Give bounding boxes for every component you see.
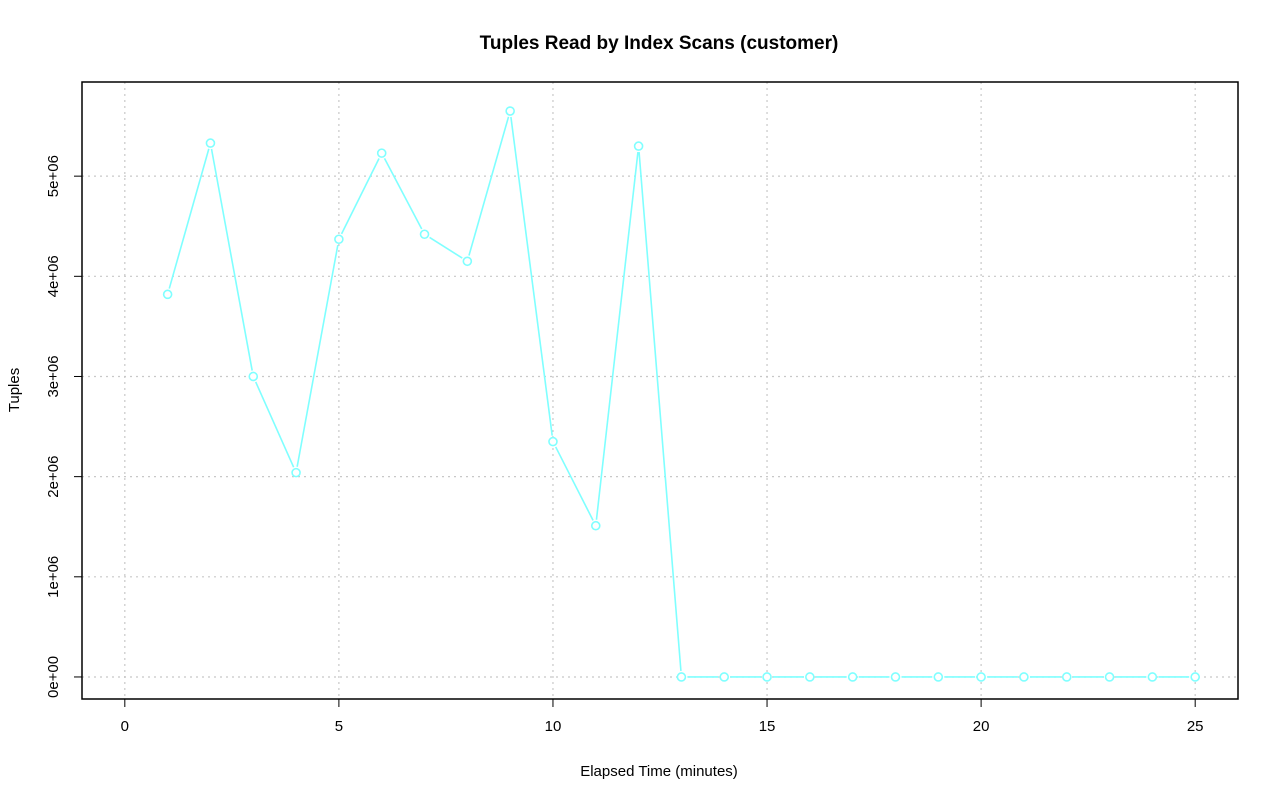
data-point — [676, 672, 687, 682]
series-line-segment — [383, 158, 423, 230]
data-point — [1019, 672, 1029, 682]
data-point — [1147, 672, 1158, 682]
series-line-segment — [340, 158, 380, 235]
data-point — [205, 138, 216, 148]
series-line-segment — [638, 152, 682, 672]
data-point — [162, 289, 173, 300]
y-axis: 0e+00 1e+06 2e+06 3e+06 4e+06 5e+06 — [45, 155, 83, 698]
data-point — [248, 371, 259, 382]
x-tick-label: 10 — [545, 718, 562, 735]
data-point — [505, 106, 515, 116]
y-tick-label: 0e+00 — [45, 656, 62, 698]
x-axis: 0 5 10 15 20 25 — [121, 698, 1204, 735]
data-point — [1061, 672, 1072, 682]
series-line-segment — [429, 236, 463, 259]
y-tick-label: 1e+06 — [45, 556, 62, 598]
data-point — [719, 672, 730, 682]
x-tick-label: 25 — [1187, 718, 1204, 735]
data-point — [590, 520, 601, 531]
data-point — [334, 234, 344, 245]
data-point — [376, 148, 387, 158]
series-line-segment — [210, 148, 253, 371]
series-line-segment — [595, 151, 639, 520]
x-tick-label: 0 — [121, 718, 129, 735]
data-point — [762, 672, 772, 682]
data-series — [162, 106, 1200, 682]
plot-frame — [81, 81, 1239, 700]
y-tick-label: 4e+06 — [45, 255, 62, 297]
x-axis-label: Elapsed Time (minutes) — [580, 763, 738, 780]
data-point — [1104, 672, 1115, 682]
data-point — [976, 672, 986, 682]
series-line-segment — [554, 446, 594, 521]
data-point — [933, 672, 944, 682]
data-point — [633, 141, 644, 151]
data-point — [847, 672, 858, 682]
series-line-segment — [254, 381, 295, 468]
data-point — [291, 467, 301, 478]
data-point — [805, 672, 815, 682]
series-line-segment — [168, 148, 210, 289]
y-tick-label: 5e+06 — [45, 155, 62, 197]
series-line-segment — [468, 116, 510, 256]
chart-title: Tuples Read by Index Scans (customer) — [480, 33, 839, 54]
data-point — [548, 436, 558, 447]
series-line-segment — [296, 245, 339, 467]
y-tick-label: 3e+06 — [45, 355, 62, 397]
x-tick-label: 15 — [759, 718, 776, 735]
y-tick-label: 2e+06 — [45, 456, 62, 498]
series-line-segment — [510, 116, 553, 436]
x-tick-label: 20 — [973, 718, 990, 735]
data-point — [419, 229, 430, 240]
data-point — [890, 672, 901, 682]
data-point — [462, 256, 473, 267]
y-axis-label: Tuples — [6, 368, 23, 412]
x-tick-label: 5 — [335, 718, 343, 735]
grid-lines — [82, 82, 1238, 699]
data-point — [1190, 672, 1200, 682]
